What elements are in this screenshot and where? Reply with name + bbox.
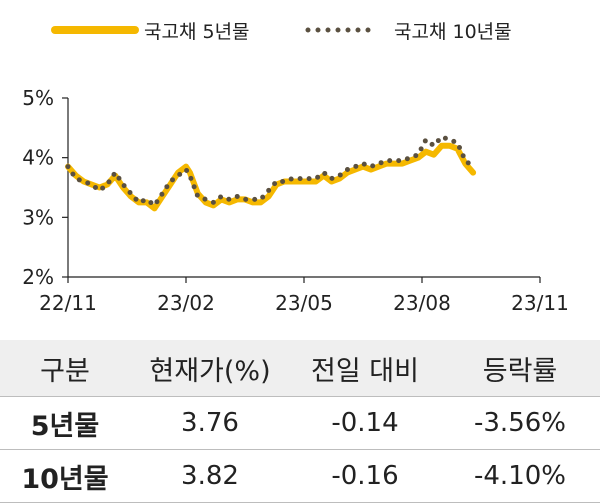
row-label: 10년물 (0, 449, 130, 503)
header-change: 전일 대비 (290, 340, 440, 397)
legend-label-10y: 국고채 10년물 (394, 21, 512, 43)
header-category: 구분 (0, 340, 130, 397)
x-tick-label: 23/08 (393, 291, 451, 315)
x-tick-label: 23/11 (511, 291, 569, 315)
cell-current: 3.82 (130, 449, 290, 503)
series-line-10y (65, 134, 476, 208)
header-current: 현재가(%) (130, 340, 290, 397)
table-header-row: 구분 현재가(%) 전일 대비 등락률 (0, 340, 600, 397)
x-tick-label: 23/05 (275, 291, 333, 315)
yield-summary-table: 구분 현재가(%) 전일 대비 등락률 5년물 3.76 -0.14 -3.56… (0, 340, 600, 503)
legend-label-5y: 국고채 5년물 (144, 21, 250, 43)
series-line-5y (65, 142, 477, 212)
y-tick-label: 2% (22, 265, 54, 289)
bond-yield-chart: 국고채 5년물 국고채 10년물 2% 3% 4% 5% 22/11 23/02 23/05… (22, 21, 569, 315)
header-rate: 등락률 (440, 340, 600, 397)
y-tick-label: 4% (22, 146, 54, 170)
x-tick-label: 23/02 (157, 291, 215, 315)
series-group (65, 134, 477, 212)
cell-rate: -3.56% (440, 396, 600, 450)
cell-current: 3.76 (130, 396, 290, 450)
x-tick-label: 22/11 (39, 291, 97, 315)
cell-rate: -4.10% (440, 449, 600, 503)
axes: 2% 3% 4% 5% 22/11 23/02 23/05 23/08 23/11 (22, 86, 569, 315)
row-label: 5년물 (0, 396, 130, 450)
table-row: 10년물 3.82 -0.16 -4.10% (0, 449, 600, 503)
y-tick-label: 5% (22, 86, 54, 110)
cell-change: -0.16 (290, 449, 440, 503)
cell-change: -0.14 (290, 396, 440, 450)
table-row: 5년물 3.76 -0.14 -3.56% (0, 396, 600, 450)
legend: 국고채 5년물 국고채 10년물 (51, 21, 512, 43)
y-tick-label: 3% (22, 205, 54, 229)
